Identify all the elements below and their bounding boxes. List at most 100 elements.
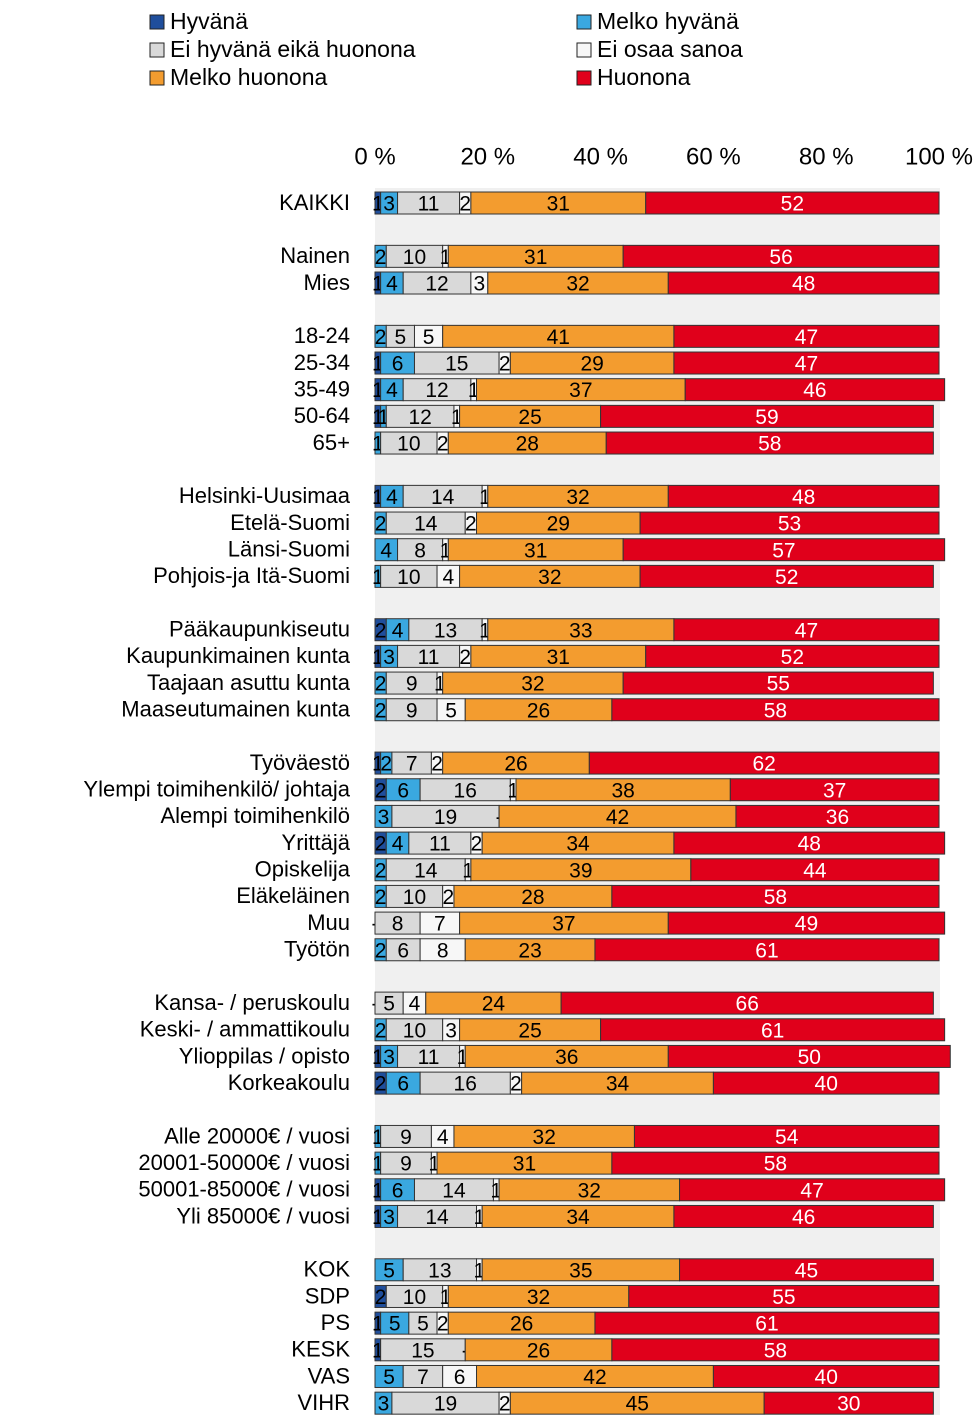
data-label: 4 [437,1126,449,1149]
data-label: 1 [434,673,446,696]
data-label: 1 [473,1206,485,1229]
data-label: 1 [372,566,384,589]
data-label: 52 [775,566,798,589]
bar-segment [639,511,940,535]
data-label: 2 [437,433,449,456]
category-label: Ylempi toimihenkilö/ johtaja [83,777,350,802]
data-label: 1 [440,539,452,562]
data-label: 55 [767,673,790,696]
data-label: 10 [397,433,420,456]
data-label: 31 [524,539,547,562]
category-label: Muu [307,910,350,935]
bar-segment [588,751,940,775]
data-label: 1 [372,193,384,216]
bar-segment [611,1151,940,1175]
data-label: 32 [533,1126,556,1149]
data-label: 32 [566,486,589,509]
data-label: 53 [778,513,801,536]
category-label: 18-24 [294,323,350,348]
data-label: 28 [521,886,544,909]
data-label: 46 [792,1206,815,1229]
category-label: Korkeakoulu [228,1070,350,1095]
category-label: Yrittäjä [282,830,351,855]
data-label: 10 [397,566,420,589]
data-label: 7 [406,753,418,776]
data-label: 2 [375,1073,387,1096]
data-label: 23 [518,939,541,962]
category-label: Mies [304,270,350,295]
legend-swatch [576,14,592,30]
data-label: 47 [800,1179,823,1202]
category-label: SDP [305,1283,350,1308]
category-label: Pääkaupunkiseutu [169,617,350,642]
bar-segment [622,671,934,695]
data-label: 1 [372,273,384,296]
data-label: 1 [372,1313,384,1336]
data-label: 4 [386,379,398,402]
data-label: 28 [516,433,539,456]
bar-segment [712,1364,940,1388]
x-tick-label: 60 % [686,143,741,170]
data-label: 32 [578,1179,601,1202]
data-label: 2 [375,513,387,536]
data-label: 3 [445,1019,457,1042]
data-label: 7 [417,1366,429,1389]
data-label: 2 [459,646,471,669]
data-label: 36 [826,806,849,829]
x-tick-label: 100 % [905,143,973,170]
data-label: 11 [418,1046,440,1069]
data-label: 32 [527,1286,550,1309]
data-label: 16 [454,1073,477,1096]
data-label: 2 [380,753,392,776]
data-label: 32 [538,566,561,589]
data-label: 34 [566,1206,590,1229]
data-label: 25 [518,406,541,429]
data-label: 15 [411,1339,434,1362]
data-label: 14 [414,513,438,536]
data-label: 15 [445,353,468,376]
data-label: 61 [761,1019,784,1042]
data-label: 3 [378,806,390,829]
data-label: 32 [521,673,544,696]
category-label: Pohjois-ja Itä-Suomi [153,563,350,588]
data-label: 35 [569,1259,592,1282]
data-label: 10 [403,246,426,269]
data-label: 4 [380,539,392,562]
data-label: 52 [781,646,804,669]
bar-segment [667,911,946,935]
data-label: 1 [378,406,390,429]
category-label: Taajaan asuttu kunta [147,670,351,695]
data-label: 6 [392,1179,404,1202]
data-label: 16 [454,779,477,802]
data-label: 1 [372,1153,384,1176]
data-label: 1 [428,1153,440,1176]
category-label: Alle 20000€ / vuosi [164,1123,350,1148]
data-label: 7 [434,913,446,936]
legend-label: Melko huonona [170,64,327,90]
data-label: 19 [434,806,457,829]
data-label: 2 [499,1393,511,1415]
data-label: 2 [459,193,471,216]
data-label: 34 [566,833,590,856]
x-tick-label: 20 % [460,143,515,170]
data-label: 12 [425,379,448,402]
category-label: Työväestö [250,750,350,775]
data-label: 37 [569,379,592,402]
category-label: PS [321,1310,350,1335]
data-label: 9 [406,699,418,722]
data-label: 8 [437,939,449,962]
bar-segment [667,484,940,508]
data-label: 56 [769,246,792,269]
data-label: 6 [397,1073,409,1096]
data-label: 46 [803,379,826,402]
data-label: 11 [418,193,440,216]
category-label: 25-34 [294,350,350,375]
data-label: 12 [425,273,448,296]
data-label: 2 [375,886,387,909]
data-label: 1 [451,406,463,429]
data-label: 30 [837,1393,860,1415]
data-label: 3 [383,646,395,669]
data-label: 5 [383,993,395,1016]
bar-segment [690,858,940,882]
